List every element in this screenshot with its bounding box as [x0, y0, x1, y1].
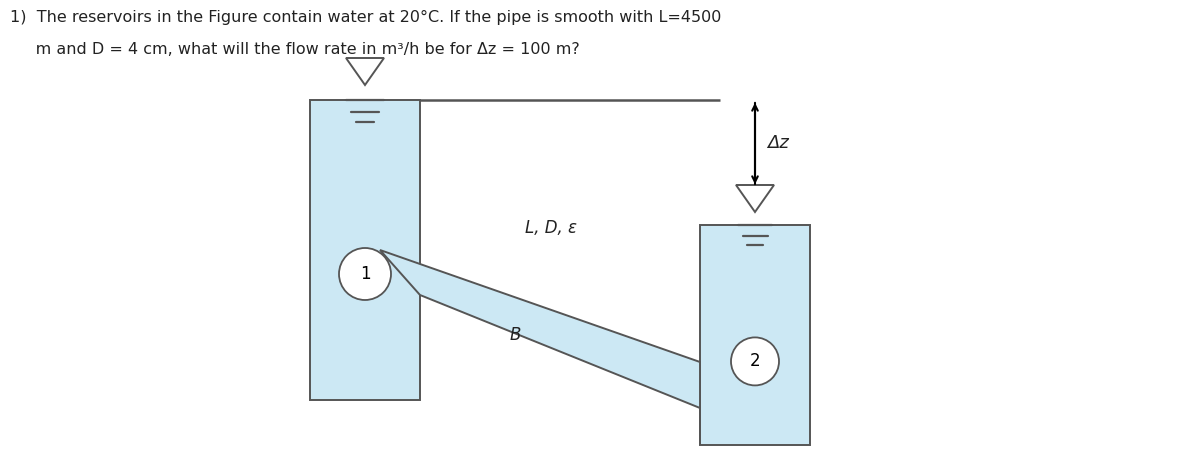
Text: Δz: Δz [767, 135, 788, 153]
Text: 1)  The reservoirs in the Figure contain water at 20°C. If the pipe is smooth wi: 1) The reservoirs in the Figure contain … [10, 10, 721, 25]
Circle shape [340, 248, 391, 300]
Polygon shape [380, 250, 700, 408]
Text: m and D = 4 cm, what will the flow rate in m³/h be for Δz = 100 m?: m and D = 4 cm, what will the flow rate … [10, 42, 580, 57]
Polygon shape [346, 58, 384, 85]
Circle shape [731, 338, 779, 385]
Polygon shape [736, 185, 774, 212]
Text: 2: 2 [750, 352, 761, 370]
Bar [310, 100, 420, 400]
Bar [700, 225, 810, 445]
Text: B: B [510, 326, 521, 344]
Text: 1: 1 [360, 265, 371, 283]
Text: L, D, ε: L, D, ε [526, 219, 577, 237]
